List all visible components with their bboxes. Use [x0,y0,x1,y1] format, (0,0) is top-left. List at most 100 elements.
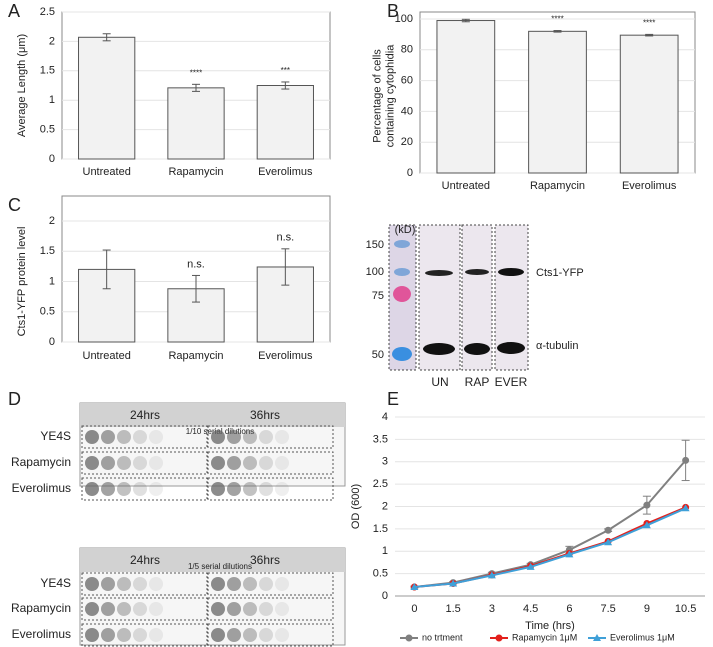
y-axis-title: Cts1-YFP protein level [16,227,28,337]
spot [259,628,273,642]
legend-item: Everolimus 1μM [588,632,675,642]
panel-label: B [387,1,399,21]
row-label: Rapamycin [11,455,71,469]
error-bar [461,18,470,23]
significance-label: **** [551,15,563,24]
spot [117,456,131,470]
y-tick-label: 100 [395,13,413,25]
ladder-band [394,240,410,248]
spot [133,430,147,444]
y-tick-label: 0 [49,336,55,348]
spot [227,602,241,616]
spot [275,430,289,444]
legend-item: Rapamycin 1μM [490,632,577,642]
spot-box [81,623,208,647]
spot [227,430,241,444]
y-tick-label: 3.5 [373,433,388,445]
spot [149,628,163,642]
spot [133,577,147,591]
spot [243,482,257,496]
spot-box [207,597,334,621]
spot [133,482,147,496]
legend-label: no trtment [422,632,463,642]
spot-box [207,623,334,647]
point [682,456,690,464]
spot [227,628,241,642]
blot-band [423,343,455,355]
bar [167,87,225,160]
y-tick-label: 40 [401,105,413,117]
time-label: 24hrs [130,408,160,422]
y-tick-label: 1 [382,545,388,557]
y-tick-label: 1.5 [40,65,55,77]
error-bar [192,83,200,92]
ladder-band [394,268,410,276]
panel-label: A [8,1,20,21]
spot [211,482,225,496]
y-axis-title: OD (600) [350,484,362,529]
spot [85,577,99,591]
legend-marker [495,634,503,642]
point [642,521,651,529]
spot-box [81,477,208,501]
y-tick-label: 2 [49,215,55,227]
y-tick-label: 1 [49,94,55,106]
point [410,583,419,591]
row-label: YE4S [40,429,71,443]
spot [149,482,163,496]
spot [101,628,115,642]
spot [149,456,163,470]
y-tick-label: 1 [49,275,55,287]
spot [211,602,225,616]
x-tick-label: 6 [566,603,572,615]
legend-label: Rapamycin 1μM [512,632,577,642]
blot-lane-label: UN [431,375,448,389]
x-tick-label: Untreated [83,166,131,178]
ladder-band [393,286,411,302]
x-tick-label: 3 [489,603,495,615]
point [449,579,458,587]
ladder-band [392,347,412,361]
y-tick-label: 2 [49,35,55,47]
spot [101,577,115,591]
panel-label: D [8,389,21,409]
spot [85,456,99,470]
spot [85,482,99,496]
blot-band [464,343,490,355]
y-tick-label: 1.5 [40,245,55,257]
spot [243,456,257,470]
bar [619,34,679,174]
x-tick-label: 9 [644,603,650,615]
y-tick-label: 20 [401,136,413,148]
plate-header [80,403,345,427]
row-label: Everolimus [12,481,71,495]
spot [259,577,273,591]
error-bar [645,33,654,37]
blot-band [498,268,524,276]
point [604,526,612,534]
series-line [414,506,687,589]
blot-band [497,342,525,354]
y-tick-label: 0.5 [373,568,388,580]
blot-lane-label: RAP [465,375,490,389]
x-axis-title: Time (hrs) [525,620,575,632]
spot [117,577,131,591]
y-tick-label: 80 [401,44,413,56]
spot [275,602,289,616]
spot-box [207,572,334,596]
spot-box [81,451,208,475]
x-tick-label: Rapamycin [168,350,223,362]
series-line [414,507,687,589]
y-axis-title: Percentage of cells [371,49,383,143]
y-tick-label: 0 [382,590,388,602]
y-tick-label: 2 [382,500,388,512]
spot [85,602,99,616]
spot-box [207,477,334,501]
spot [211,456,225,470]
panel-label: C [8,195,21,215]
blot-band-label: Cts1-YFP [536,267,584,279]
spot [117,430,131,444]
blot-unit: (kD) [395,224,416,236]
point [526,562,535,570]
